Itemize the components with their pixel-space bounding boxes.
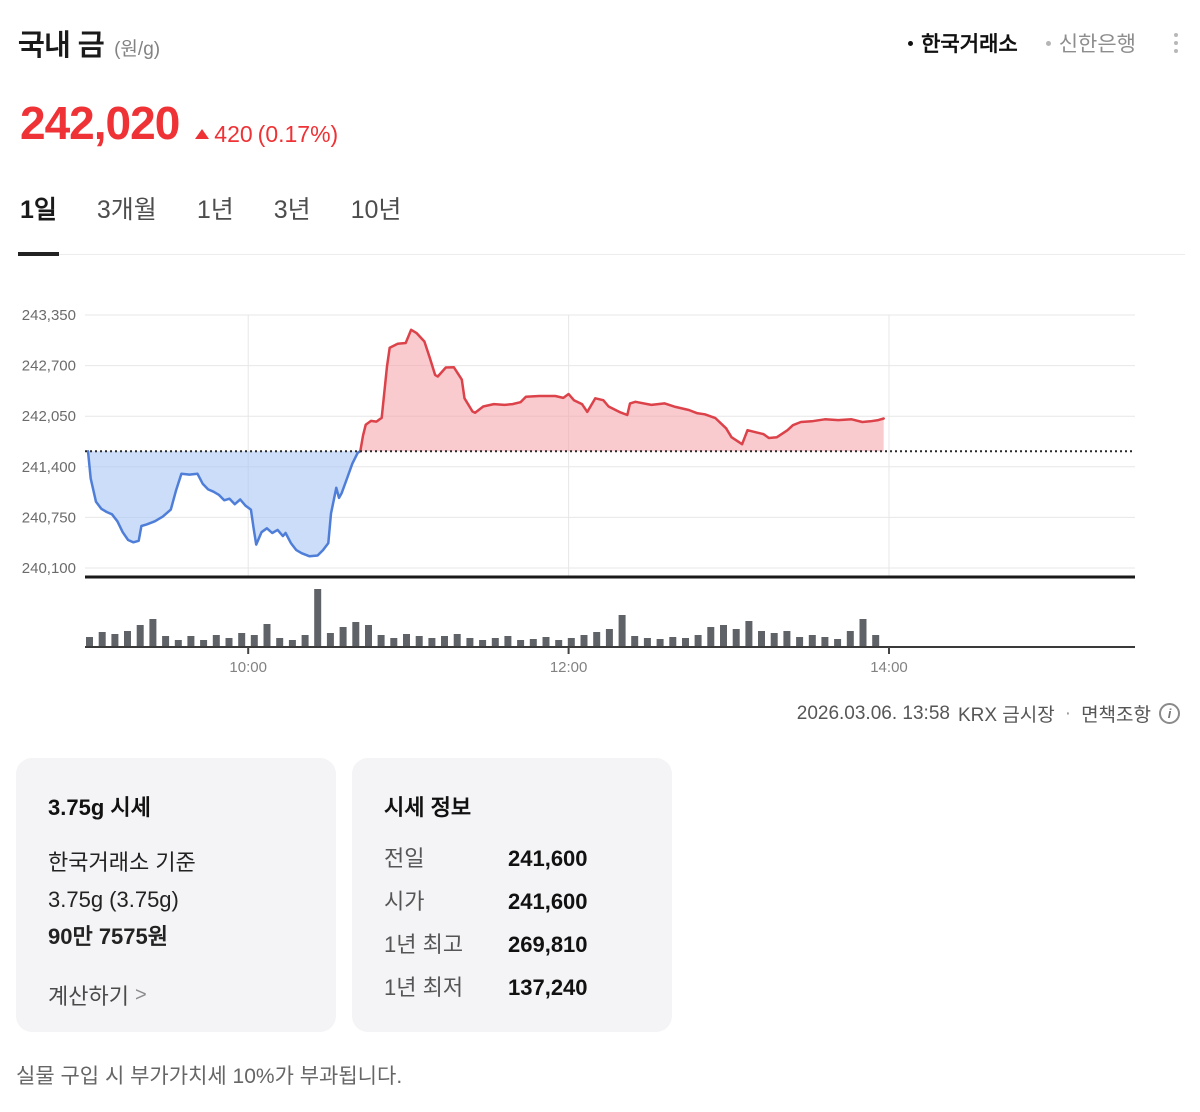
quote-value: 137,240 xyxy=(508,975,588,1000)
page-title: 국내 금 xyxy=(18,30,105,62)
quote-row-prev-close: 전일 241,600 xyxy=(384,844,640,874)
source-toggle: 한국거래소 신한은행 xyxy=(908,28,1182,58)
svg-text:12:00: 12:00 xyxy=(550,659,588,676)
quote-label: 1년 최고 xyxy=(384,932,464,957)
source-item-krx[interactable]: 한국거래소 xyxy=(908,28,1018,58)
calculator-link[interactable]: 계산하기 > xyxy=(48,979,147,1011)
period-tabs: 1일 3개월 1년 3년 10년 xyxy=(18,186,1185,256)
chevron-right-icon: > xyxy=(134,983,147,1006)
tab-1year[interactable]: 1년 xyxy=(195,186,236,256)
quote-row-year-high: 1년 최고 269,810 xyxy=(384,930,640,960)
quote-label: 전일 xyxy=(384,846,425,871)
gram-price: 90만 7575원 xyxy=(48,924,169,949)
vat-notice: 실물 구입 시 부가가치세 10%가 부과됩니다. xyxy=(16,1065,403,1088)
gram-card-title: 3.75g 시세 xyxy=(48,795,151,820)
gram-weight: 3.75g (3.75g) xyxy=(48,887,179,912)
svg-text:242,050: 242,050 xyxy=(22,408,76,425)
chart-meta: 2026.03.06. 13:58 KRX 금시장 · 면책조항 i xyxy=(797,700,1180,727)
quote-info-card: 시세 정보 전일 241,600 시가 241,600 1년 최고 269,81… xyxy=(352,758,672,1032)
source-label: 신한은행 xyxy=(1058,33,1136,56)
tab-3year[interactable]: 3년 xyxy=(272,186,313,256)
svg-text:240,100: 240,100 xyxy=(22,560,76,577)
quote-rows: 전일 241,600 시가 241,600 1년 최고 269,810 1년 최… xyxy=(384,844,640,1003)
quote-row-year-low: 1년 최저 137,240 xyxy=(384,973,640,1003)
info-icon[interactable]: i xyxy=(1159,703,1180,724)
separator-dot: · xyxy=(1064,702,1072,724)
disclaimer-link[interactable]: 면책조항 xyxy=(1081,705,1151,726)
tab-10year[interactable]: 10년 xyxy=(349,186,404,256)
svg-text:241,400: 241,400 xyxy=(22,459,76,476)
bullet-icon xyxy=(908,40,914,46)
svg-text:243,350: 243,350 xyxy=(22,307,76,324)
more-options-icon[interactable] xyxy=(1170,29,1182,57)
title-group: 국내 금 (원/g) xyxy=(18,22,160,64)
price-block: 242,020 420 (0.17%) xyxy=(20,96,338,150)
source-label: 한국거래소 xyxy=(921,33,1018,56)
quote-value: 241,600 xyxy=(508,846,588,871)
timestamp: 2026.03.06. 13:58 xyxy=(796,702,950,724)
change-percent: (0.17%) xyxy=(257,120,339,147)
header: 국내 금 (원/g) 한국거래소 신한은행 xyxy=(18,22,1182,64)
quote-value: 269,810 xyxy=(508,932,588,957)
source-item-shinhan[interactable]: 신한은행 xyxy=(1045,28,1136,58)
quote-row-open: 시가 241,600 xyxy=(384,887,640,917)
svg-text:10:00: 10:00 xyxy=(229,659,267,676)
tab-1day[interactable]: 1일 xyxy=(18,186,59,256)
quote-label: 1년 최저 xyxy=(384,975,464,1000)
gram-card-body: 한국거래소 기준 3.75g (3.75g) 90만 7575원 xyxy=(48,844,304,955)
market-name: KRX 금시장 xyxy=(957,705,1055,726)
svg-text:240,750: 240,750 xyxy=(22,509,76,526)
tab-3month[interactable]: 3개월 xyxy=(95,186,159,256)
price-chart[interactable]: 243,350 242,700 242,050 241,400 240,750 240,1… xyxy=(0,300,1200,680)
triangle-up-icon xyxy=(195,129,210,139)
quote-label: 시가 xyxy=(384,889,425,914)
quote-card-title: 시세 정보 xyxy=(384,795,472,820)
gram-basis: 한국거래소 기준 xyxy=(48,850,196,875)
cards-row: 3.75g 시세 한국거래소 기준 3.75g (3.75g) 90만 7575… xyxy=(16,758,672,1032)
bullet-icon xyxy=(1045,40,1051,46)
chart-canvas[interactable]: 243,350 242,700 242,050 241,400 240,750 240,1… xyxy=(0,300,1200,680)
change-amount: 420 xyxy=(214,120,253,147)
current-price: 242,020 xyxy=(20,97,180,149)
gram-price-card: 3.75g 시세 한국거래소 기준 3.75g (3.75g) 90만 7575… xyxy=(16,758,336,1032)
svg-text:14:00: 14:00 xyxy=(870,659,908,676)
price-change: 420 (0.17%) xyxy=(195,121,338,148)
quote-value: 241,600 xyxy=(508,889,588,914)
calculator-link-label: 계산하기 xyxy=(48,984,129,1009)
price-unit-label: (원/g) xyxy=(114,39,161,60)
svg-text:242,700: 242,700 xyxy=(22,358,76,375)
